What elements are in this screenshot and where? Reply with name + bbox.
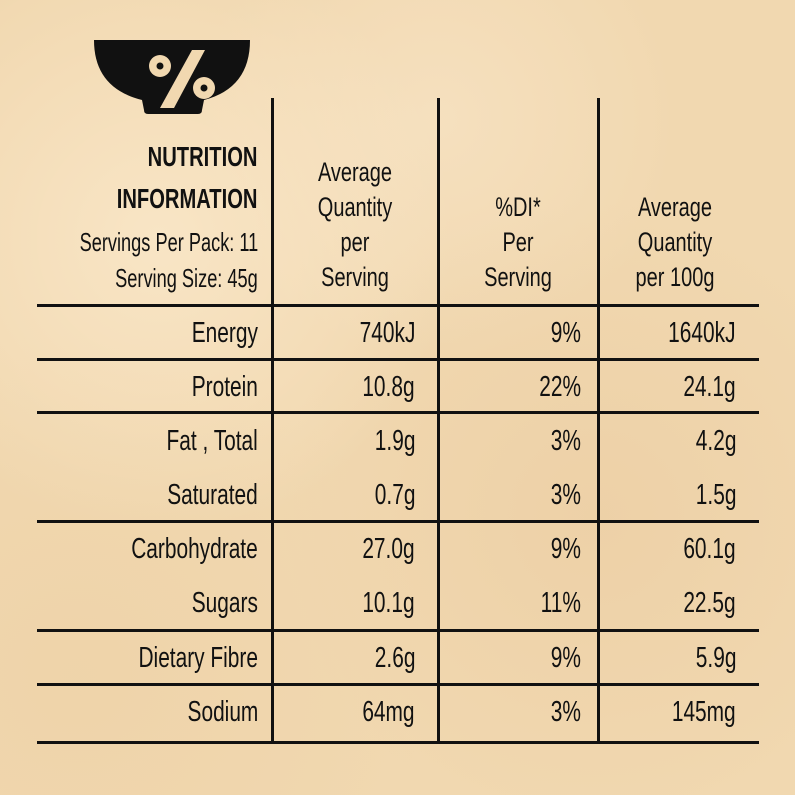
di-value: 3% — [550, 479, 581, 511]
per-100g-value: 5.9g — [695, 642, 736, 674]
header-divider — [37, 304, 759, 307]
per-serving-value: 740kJ — [359, 317, 415, 349]
bowl-percent-icon — [94, 40, 250, 114]
di-value: 9% — [550, 317, 581, 349]
per-serving-value: 64mg — [362, 696, 415, 728]
row-divider-protein — [37, 411, 759, 414]
nutrient-name: Fat , Total — [166, 425, 258, 457]
column-header-di: %DI* Per Serving — [484, 192, 552, 292]
nutrient-name: Saturated — [167, 479, 258, 511]
per-100g-value: 60.1g — [683, 533, 736, 565]
nutrition-title-line1: NUTRITION — [147, 141, 257, 172]
row-divider-energy — [37, 358, 759, 361]
per-serving-value: 1.9g — [374, 425, 415, 457]
nutrient-name: Energy — [191, 317, 258, 349]
di-value: 22% — [539, 371, 581, 403]
row-divider-fibre — [37, 683, 759, 686]
per-serving-value: 10.8g — [362, 371, 415, 403]
per-serving-value: 2.6g — [374, 642, 415, 674]
column-divider-3 — [597, 98, 600, 744]
column-divider-1 — [271, 98, 274, 744]
nutrient-name: Sodium — [187, 696, 258, 728]
di-value: 9% — [550, 533, 581, 565]
per-100g-value: 1640kJ — [668, 317, 736, 349]
di-value: 11% — [540, 587, 581, 619]
per-serving-value: 0.7g — [374, 479, 415, 511]
per-100g-value: 1.5g — [695, 479, 736, 511]
column-header-per-serving: Average Quantity per Serving — [317, 157, 393, 292]
row-divider-carbs — [37, 629, 759, 632]
per-100g-value: 145mg — [672, 696, 736, 728]
per-100g-value: 4.2g — [695, 425, 736, 457]
di-value: 9% — [550, 642, 581, 674]
row-divider-fat — [37, 520, 759, 523]
per-100g-value: 24.1g — [683, 371, 736, 403]
nutrient-name: Sugars — [191, 587, 258, 619]
nutrient-name: Dietary Fibre — [138, 642, 258, 674]
column-header-per-100g: Average Quantity per 100g — [635, 192, 715, 292]
servings-per-pack: Servings Per Pack: 11 — [79, 227, 258, 257]
serving-size: Serving Size: 45g — [115, 263, 258, 293]
nutrition-title-line2: INFORMATION — [116, 183, 257, 214]
per-100g-value: 22.5g — [683, 587, 736, 619]
column-divider-2 — [437, 98, 440, 744]
nutrient-name: Protein — [191, 371, 258, 403]
per-serving-value: 10.1g — [362, 587, 415, 619]
nutrient-name: Carbohydrate — [131, 533, 258, 565]
di-value: 3% — [550, 696, 581, 728]
table-bottom-border — [37, 741, 759, 744]
per-serving-value: 27.0g — [362, 533, 415, 565]
di-value: 3% — [550, 425, 581, 457]
